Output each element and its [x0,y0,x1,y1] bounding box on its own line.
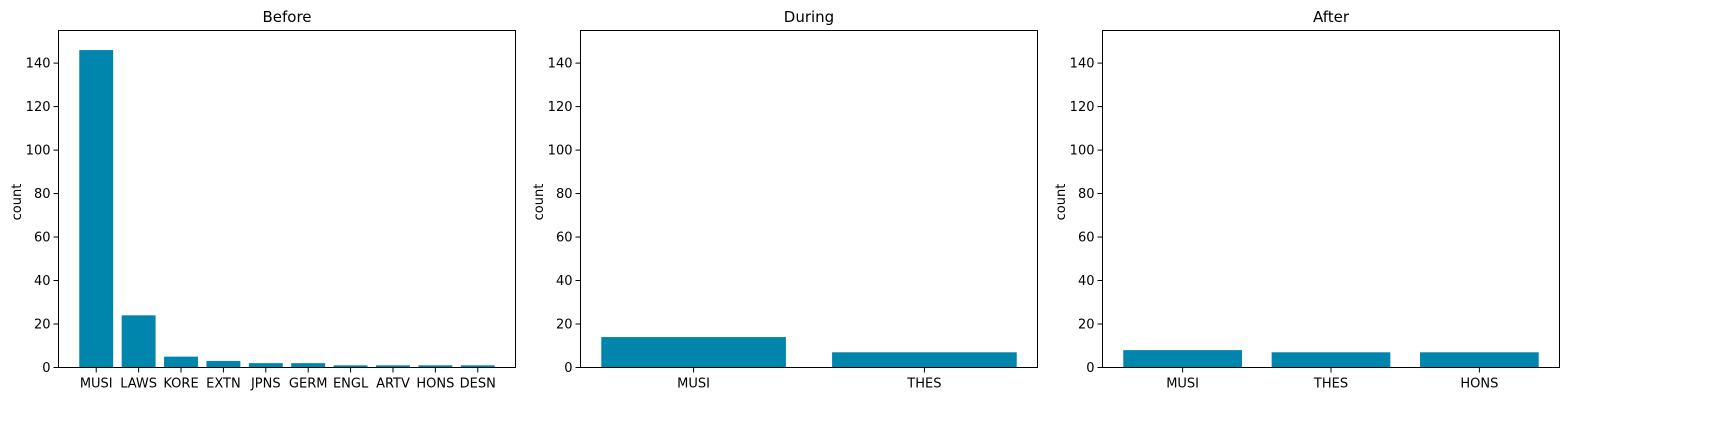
y-tick-label: 40 [1078,274,1095,289]
y-tick-label: 60 [556,231,573,246]
x-tick-label: DESN [460,377,496,392]
bar-musi [601,337,786,368]
x-tick-label: JPNS [250,377,281,392]
bar-musi [79,50,114,368]
x-tick-label: MUSI [80,377,113,392]
x-tick-label: GERM [289,377,328,392]
y-tick-label: 40 [34,274,51,289]
bar-hons [418,365,453,368]
bar-thes [832,352,1017,368]
y-tick-label: 80 [34,187,51,202]
x-tick-label: EXTN [206,377,241,392]
bars [1123,350,1539,368]
y-tick-label: 100 [1070,144,1095,159]
bar-hons [1420,352,1539,368]
y-tick-label: 0 [42,361,50,376]
bar-kore [164,356,198,368]
y-tick-label: 140 [548,57,573,72]
y-tick-label: 80 [1078,187,1095,202]
bar-engl [333,365,368,368]
chart-title: After [1313,8,1350,26]
bar-desn [460,365,495,368]
y-tick-label: 20 [556,318,573,333]
x-tick-label: ENGL [333,377,369,392]
bar-thes [1271,352,1391,368]
y-tick-label: 140 [26,57,51,72]
subplot-during: During count 0 20 40 60 80 100 120 140 MUSI THES [532,8,1038,392]
y-tick-label: 20 [34,318,51,333]
subplot-before: Before count 0 20 40 60 80 100 120 140 MUSI LAWS… [10,8,516,392]
y-tick-label: 120 [26,100,51,115]
x-tick-label: THES [906,377,941,392]
y-tick-label: 80 [556,187,573,202]
y-tick-label: 20 [1078,318,1095,333]
y-tick-label: 0 [564,361,572,376]
y-ticks: 0 20 40 60 80 100 120 140 [548,57,581,376]
y-tick-label: 0 [1086,361,1094,376]
x-tick-label: ARTV [376,377,410,392]
y-axis-label: count [532,184,547,221]
bar-jpns [248,363,283,368]
subplot-after: After count 0 20 40 60 80 100 120 140 MUSI THES H… [1054,8,1560,392]
plot-frame [1102,30,1560,368]
x-tick-label: LAWS [120,377,157,392]
bar-germ [291,363,326,368]
x-tick-label: MUSI [1166,377,1199,392]
y-tick-label: 140 [1070,57,1095,72]
y-tick-label: 100 [26,144,51,159]
bar-musi [1123,350,1242,368]
chart-title: Before [262,8,311,26]
y-tick-label: 40 [556,274,573,289]
x-ticks: MUSI LAWS KORE EXTN JPNS GERM ENGL ARTV HONS DESN [80,367,496,392]
bars [79,50,495,368]
y-tick-label: 120 [1070,100,1095,115]
x-ticks: MUSI THES [677,367,941,392]
y-tick-label: 120 [548,100,573,115]
y-tick-label: 60 [1078,231,1095,246]
chart-title: During [784,8,834,26]
x-ticks: MUSI THES HONS [1166,367,1498,392]
x-tick-label: MUSI [677,377,710,392]
y-ticks: 0 20 40 60 80 100 120 140 [1070,57,1103,376]
x-tick-label: THES [1313,377,1348,392]
y-axis-label: count [1054,184,1069,221]
plot-frame [580,30,1038,368]
x-tick-label: HONS [416,377,454,392]
bars [601,337,1017,368]
x-tick-label: HONS [1460,377,1498,392]
bar-extn [206,360,241,368]
bar-artv [376,365,410,368]
plot-frame [58,30,516,368]
y-axis-label: count [10,184,25,221]
y-tick-label: 100 [548,144,573,159]
bar-laws [121,315,156,368]
y-tick-label: 60 [34,231,51,246]
x-tick-label: KORE [163,377,198,392]
y-ticks: 0 20 40 60 80 100 120 140 [26,57,59,376]
